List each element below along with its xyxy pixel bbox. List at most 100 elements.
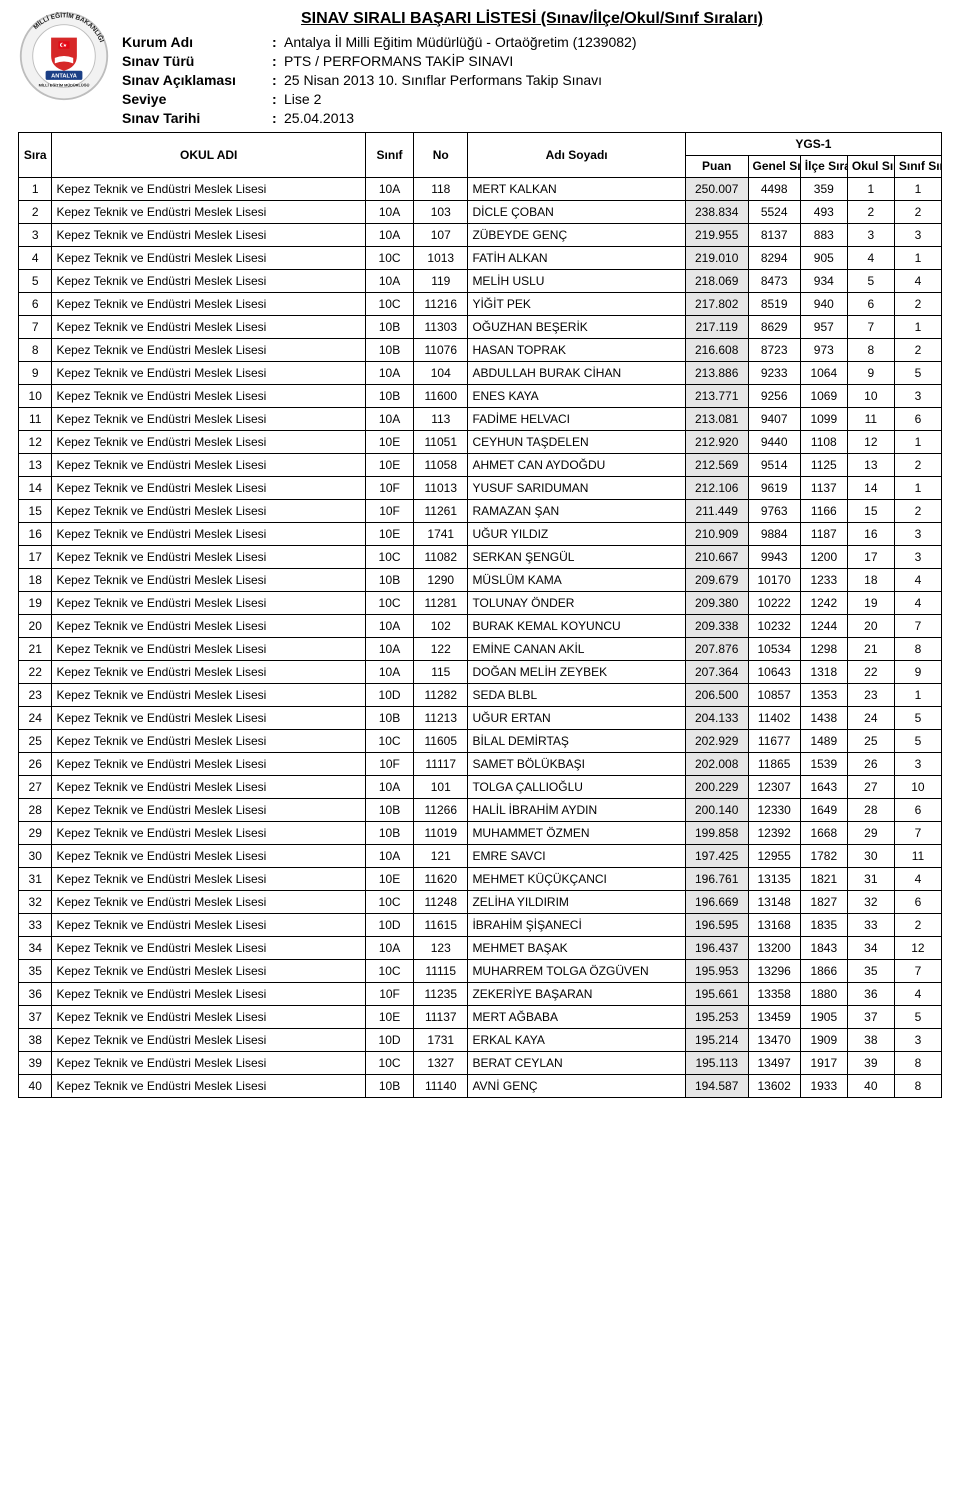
table-row: 1Kepez Teknik ve Endüstri Meslek Lisesi1… — [19, 178, 942, 201]
cell-ad: OĞUZHAN BEŞERİK — [468, 316, 685, 339]
cell-okuls: 23 — [847, 684, 894, 707]
table-row: 7Kepez Teknik ve Endüstri Meslek Lisesi1… — [19, 316, 942, 339]
cell-genel: 5524 — [748, 201, 800, 224]
cell-sira: 13 — [19, 454, 52, 477]
cell-sinif: 10F — [366, 477, 414, 500]
cell-sinifs: 2 — [894, 454, 941, 477]
cell-sira: 24 — [19, 707, 52, 730]
cell-sira: 18 — [19, 569, 52, 592]
cell-okul: Kepez Teknik ve Endüstri Meslek Lisesi — [52, 362, 366, 385]
cell-sira: 1 — [19, 178, 52, 201]
cell-sinif: 10B — [366, 339, 414, 362]
cell-no: 11213 — [414, 707, 468, 730]
table-row: 12 Kepez Teknik ve Endüstri Meslek Lisesi… — [19, 431, 942, 454]
page-title: SINAV SIRALI BAŞARI LİSTESİ (Sınav/İlçe/… — [122, 10, 942, 28]
cell-sinifs: 5 — [894, 362, 941, 385]
cell-genel: 12330 — [748, 799, 800, 822]
cell-okuls: 18 — [847, 569, 894, 592]
cell-okul: Kepez Teknik ve Endüstri Meslek Lisesi — [52, 431, 366, 454]
cell-okul: Kepez Teknik ve Endüstri Meslek Lisesi — [52, 592, 366, 615]
cell-sinifs: 7 — [894, 822, 941, 845]
cell-ilce: 1064 — [800, 362, 847, 385]
cell-sira: 19 — [19, 592, 52, 615]
cell-sinif: 10A — [366, 615, 414, 638]
table-row: 24Kepez Teknik ve Endüstri Meslek Lisesi… — [19, 707, 942, 730]
cell-puan: 204.133 — [685, 707, 748, 730]
table-row: 40Kepez Teknik ve Endüstri Meslek Lisesi… — [19, 1075, 942, 1098]
cell-genel: 8473 — [748, 270, 800, 293]
cell-puan: 209.338 — [685, 615, 748, 638]
cell-okuls: 27 — [847, 776, 894, 799]
cell-genel: 13135 — [748, 868, 800, 891]
cell-genel: 10170 — [748, 569, 800, 592]
cell-okul: Kepez Teknik ve Endüstri Meslek Lisesi — [52, 983, 366, 1006]
cell-sinif: 10B — [366, 385, 414, 408]
cell-sinif: 10A — [366, 638, 414, 661]
cell-ad: MUHAMMET ÖZMEN — [468, 822, 685, 845]
cell-puan: 219.010 — [685, 247, 748, 270]
cell-ilce: 1187 — [800, 523, 847, 546]
table-row: 4Kepez Teknik ve Endüstri Meslek Lisesi1… — [19, 247, 942, 270]
cell-okuls: 4 — [847, 247, 894, 270]
cell-sinif: 10C — [366, 247, 414, 270]
cell-sinifs: 3 — [894, 546, 941, 569]
svg-text:ANTALYA: ANTALYA — [51, 74, 77, 80]
cell-no: 1741 — [414, 523, 468, 546]
cell-ad: MEHMET BAŞAK — [468, 937, 685, 960]
cell-puan: 211.449 — [685, 500, 748, 523]
cell-ad: AVNİ GENÇ — [468, 1075, 685, 1098]
cell-ad: ZELİHA YILDIRIM — [468, 891, 685, 914]
cell-ilce: 1069 — [800, 385, 847, 408]
cell-sira: 31 — [19, 868, 52, 891]
cell-puan: 196.437 — [685, 937, 748, 960]
cell-sinifs: 1 — [894, 431, 941, 454]
cell-ad: UĞUR YILDIZ — [468, 523, 685, 546]
cell-no: 11248 — [414, 891, 468, 914]
cell-no: 1290 — [414, 569, 468, 592]
cell-okuls: 25 — [847, 730, 894, 753]
cell-okuls: 11 — [847, 408, 894, 431]
cell-sinifs: 2 — [894, 339, 941, 362]
cell-okul: Kepez Teknik ve Endüstri Meslek Lisesi — [52, 615, 366, 638]
cell-okuls: 12 — [847, 431, 894, 454]
cell-sinifs: 4 — [894, 592, 941, 615]
cell-no: 11261 — [414, 500, 468, 523]
cell-okul: Kepez Teknik ve Endüstri Meslek Lisesi — [52, 385, 366, 408]
table-row: 3Kepez Teknik ve Endüstri Meslek Lisesi1… — [19, 224, 942, 247]
table-row: 25Kepez Teknik ve Endüstri Meslek Lisesi… — [19, 730, 942, 753]
cell-no: 11076 — [414, 339, 468, 362]
cell-genel: 12955 — [748, 845, 800, 868]
col-no: No — [414, 133, 468, 178]
cell-sinifs: 2 — [894, 201, 941, 224]
cell-okul: Kepez Teknik ve Endüstri Meslek Lisesi — [52, 753, 366, 776]
cell-puan: 197.425 — [685, 845, 748, 868]
cell-ilce: 883 — [800, 224, 847, 247]
cell-genel: 8629 — [748, 316, 800, 339]
meta-label-seviye: Seviye — [122, 91, 272, 107]
cell-sinif: 10C — [366, 891, 414, 914]
cell-okuls: 29 — [847, 822, 894, 845]
cell-genel: 13602 — [748, 1075, 800, 1098]
cell-genel: 13296 — [748, 960, 800, 983]
cell-okuls: 22 — [847, 661, 894, 684]
table-row: 29Kepez Teknik ve Endüstri Meslek Lisesi… — [19, 822, 942, 845]
cell-ilce: 1298 — [800, 638, 847, 661]
cell-ad: MERT KALKAN — [468, 178, 685, 201]
cell-puan: 202.008 — [685, 753, 748, 776]
cell-okul: Kepez Teknik ve Endüstri Meslek Lisesi — [52, 293, 366, 316]
cell-genel: 8723 — [748, 339, 800, 362]
cell-okul: Kepez Teknik ve Endüstri Meslek Lisesi — [52, 523, 366, 546]
cell-okul: Kepez Teknik ve Endüstri Meslek Lisesi — [52, 707, 366, 730]
meta-value-seviye: Lise 2 — [284, 91, 942, 107]
cell-sinifs: 2 — [894, 500, 941, 523]
cell-ilce: 1909 — [800, 1029, 847, 1052]
table-row: 34Kepez Teknik ve Endüstri Meslek Lisesi… — [19, 937, 942, 960]
cell-ilce: 1353 — [800, 684, 847, 707]
cell-sinif: 10C — [366, 293, 414, 316]
cell-puan: 196.595 — [685, 914, 748, 937]
table-row: 19Kepez Teknik ve Endüstri Meslek Lisesi… — [19, 592, 942, 615]
cell-ad: AHMET CAN AYDOĞDU — [468, 454, 685, 477]
cell-okul: Kepez Teknik ve Endüstri Meslek Lisesi — [52, 776, 366, 799]
cell-no: 121 — [414, 845, 468, 868]
cell-sinif: 10A — [366, 845, 414, 868]
